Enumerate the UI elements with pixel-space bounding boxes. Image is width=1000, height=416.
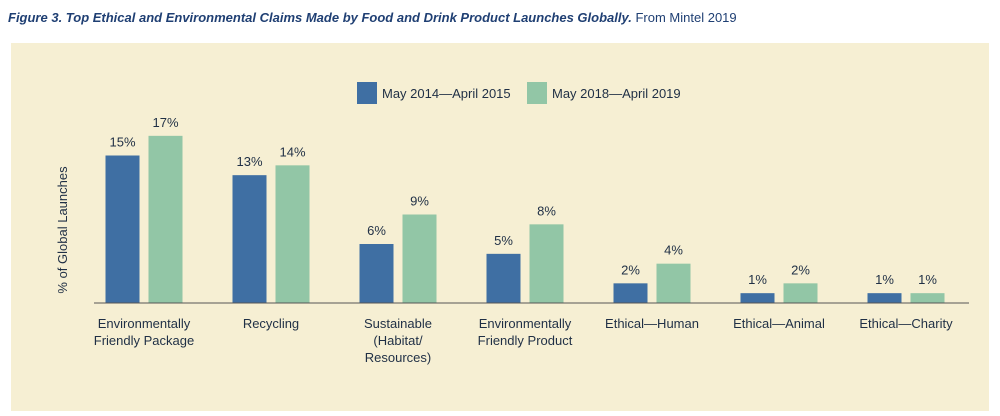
figure-caption: Figure 3. Top Ethical and Environmental …	[8, 10, 737, 25]
category-label-line: Recycling	[243, 316, 299, 331]
bar-s2-ethical-animal	[783, 283, 818, 303]
bar-s2-recycling	[275, 165, 310, 303]
category-label-ethical-human: Ethical—Human	[605, 316, 699, 331]
bar-s1-ethical-charity	[867, 293, 902, 303]
bar-s2-environmentally-friendly-package	[148, 135, 183, 303]
value-label-s2-environmentally-friendly-package: 17%	[152, 115, 178, 130]
bar-s2-sustainable-habitat-resources	[402, 214, 437, 303]
category-label-ethical-animal: Ethical—Animal	[733, 316, 825, 331]
category-label-line: Environmentally	[98, 316, 191, 331]
category-label-line: (Habitat/	[373, 333, 423, 348]
value-labels-group: 15% 17% 13% 14% 6% 9% 5% 8% 2% 4% 1% 2% 1% 1%	[109, 115, 937, 287]
y-axis-label: % of Global Launches	[55, 166, 70, 294]
value-label-s1-ethical-human: 2%	[621, 262, 640, 277]
legend: May 2014—April 2015 May 2018—April 2019	[357, 82, 681, 104]
category-label-line: Environmentally	[479, 316, 572, 331]
value-label-s2-ethical-human: 4%	[664, 243, 683, 258]
category-label-ethical-charity: Ethical—Charity	[859, 316, 953, 331]
bar-s1-ethical-human	[613, 283, 648, 303]
category-label-line: Ethical—Human	[605, 316, 699, 331]
bar-s2-ethical-human	[656, 263, 691, 303]
value-label-s1-environmentally-friendly-package: 15%	[109, 135, 135, 150]
category-label-environmentally-friendly-product: Environmentally Friendly Product	[478, 316, 573, 348]
bar-s1-recycling	[232, 175, 267, 303]
bar-s1-sustainable-habitat-resources	[359, 244, 394, 303]
category-label-line: Friendly Product	[478, 333, 573, 348]
figure-title: Figure 3. Top Ethical and Environmental …	[8, 10, 632, 25]
value-label-s2-recycling: 14%	[279, 144, 305, 159]
chart-panel: May 2014—April 2015 May 2018—April 2019 %…	[11, 43, 989, 411]
legend-label-s2: May 2018—April 2019	[552, 86, 681, 101]
legend-swatch-s2	[527, 82, 547, 104]
category-label-environmentally-friendly-package: Environmentally Friendly Package	[94, 316, 194, 348]
value-label-s1-recycling: 13%	[236, 154, 262, 169]
figure-source: From Mintel 2019	[635, 10, 737, 25]
bar-s1-ethical-animal	[740, 293, 775, 303]
legend-swatch-s1	[357, 82, 377, 104]
value-label-s2-sustainable-habitat-resources: 9%	[410, 194, 429, 209]
value-label-s2-ethical-charity: 1%	[918, 272, 937, 287]
category-label-line: Friendly Package	[94, 333, 194, 348]
value-label-s2-environmentally-friendly-product: 8%	[537, 203, 556, 218]
category-label-recycling: Recycling	[243, 316, 299, 331]
bar-chart: May 2014—April 2015 May 2018—April 2019 %…	[55, 82, 969, 365]
category-labels-group: Environmentally Friendly Package Recycling…	[94, 316, 953, 365]
category-label-line: Resources)	[365, 350, 431, 365]
bar-s2-ethical-charity	[910, 293, 945, 303]
value-label-s1-environmentally-friendly-product: 5%	[494, 233, 513, 248]
value-label-s1-ethical-animal: 1%	[748, 272, 767, 287]
bar-s1-environmentally-friendly-product	[486, 253, 521, 303]
category-label-sustainable-habitat-resources: Sustainable (Habitat/Resources)	[364, 316, 432, 365]
value-label-s1-ethical-charity: 1%	[875, 272, 894, 287]
bar-s2-environmentally-friendly-product	[529, 224, 564, 303]
bars-group	[105, 135, 945, 303]
bar-s1-environmentally-friendly-package	[105, 155, 140, 303]
legend-label-s1: May 2014—April 2015	[382, 86, 511, 101]
category-label-line: Ethical—Animal	[733, 316, 825, 331]
category-label-line: Ethical—Charity	[859, 316, 953, 331]
value-label-s1-sustainable-habitat-resources: 6%	[367, 223, 386, 238]
category-label-line: Sustainable	[364, 316, 432, 331]
value-label-s2-ethical-animal: 2%	[791, 262, 810, 277]
